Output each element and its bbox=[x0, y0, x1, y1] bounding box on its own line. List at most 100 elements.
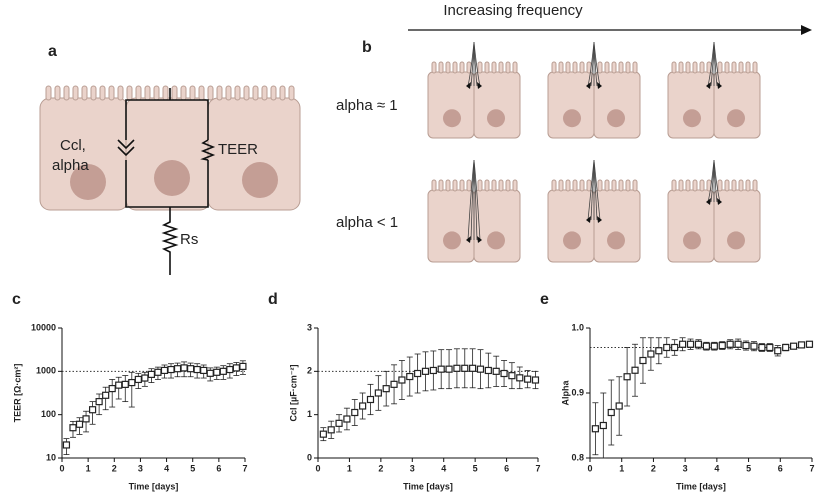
data-point bbox=[121, 380, 129, 388]
microvillus bbox=[54, 85, 61, 101]
x-tick-label: 7 bbox=[242, 463, 247, 473]
nucleus bbox=[487, 231, 505, 250]
data-point bbox=[147, 370, 156, 378]
x-tick-label: 2 bbox=[651, 463, 656, 473]
x-tick-label: 5 bbox=[473, 463, 478, 473]
data-point bbox=[726, 340, 734, 348]
microvillus bbox=[586, 179, 592, 192]
x-tick-label: 5 bbox=[746, 463, 751, 473]
data-point bbox=[615, 402, 623, 410]
microvillus bbox=[153, 85, 160, 101]
frequency-label: Increasing frequency bbox=[443, 2, 583, 19]
data-point bbox=[694, 340, 703, 348]
x-tick-label: 4 bbox=[714, 463, 719, 473]
microvillus bbox=[558, 179, 564, 192]
row-label: alpha < 1 bbox=[336, 214, 398, 231]
microvillus bbox=[452, 179, 458, 192]
microvillus bbox=[135, 85, 142, 101]
microvillus bbox=[459, 61, 465, 74]
panel-letter: d bbox=[268, 291, 278, 308]
data-point bbox=[128, 378, 136, 387]
y-tick-label: 2 bbox=[307, 366, 312, 376]
data-point bbox=[115, 381, 123, 389]
nucleus bbox=[487, 109, 505, 128]
microvillus bbox=[477, 61, 483, 74]
panel-letter: e bbox=[540, 291, 549, 308]
microvillus bbox=[699, 179, 705, 192]
nucleus bbox=[70, 164, 106, 200]
y-tick-label: 10000 bbox=[31, 322, 56, 332]
x-tick-label: 3 bbox=[683, 463, 688, 473]
microvillus bbox=[144, 85, 151, 101]
arrow-head bbox=[706, 82, 711, 89]
microvillus bbox=[99, 85, 106, 101]
y-tick-label: 3 bbox=[307, 322, 312, 332]
nucleus bbox=[563, 231, 581, 250]
microvillus bbox=[738, 61, 744, 74]
nucleus bbox=[683, 231, 701, 250]
data-point bbox=[631, 366, 639, 374]
microvillus bbox=[491, 179, 497, 192]
x-tick-label: 0 bbox=[587, 463, 592, 473]
microvillus bbox=[189, 85, 196, 101]
microvillus bbox=[618, 179, 624, 192]
data-point bbox=[141, 374, 149, 382]
microvillus bbox=[738, 179, 744, 192]
field-line bbox=[593, 159, 601, 221]
data-point bbox=[453, 364, 461, 372]
microvillus bbox=[699, 61, 705, 74]
data-point bbox=[382, 385, 390, 393]
data-point bbox=[484, 366, 492, 375]
microvillus bbox=[498, 61, 504, 74]
field-line bbox=[713, 41, 721, 87]
data-point bbox=[524, 375, 532, 383]
microvillus bbox=[731, 61, 737, 74]
nucleus bbox=[563, 109, 581, 128]
nucleus bbox=[683, 109, 701, 128]
microvillus bbox=[692, 179, 698, 192]
arrow-head bbox=[801, 25, 812, 35]
data-point bbox=[437, 365, 445, 373]
microvillus bbox=[108, 85, 115, 101]
data-point bbox=[774, 347, 782, 355]
microvillus bbox=[717, 61, 723, 74]
circuit bbox=[117, 88, 216, 275]
panel-letter: b bbox=[362, 39, 372, 56]
data-point bbox=[319, 430, 327, 438]
y-tick-label: 1000 bbox=[36, 366, 56, 376]
data-point bbox=[607, 408, 615, 417]
field-line bbox=[593, 41, 601, 87]
cells-a bbox=[39, 85, 301, 211]
data-point bbox=[429, 366, 437, 375]
microvillus bbox=[63, 85, 70, 101]
microvillus bbox=[731, 179, 737, 192]
microvillus bbox=[438, 61, 444, 74]
x-tick-label: 6 bbox=[504, 463, 509, 473]
microvillus bbox=[81, 85, 88, 101]
microvillus bbox=[117, 85, 124, 101]
cell bbox=[547, 71, 595, 139]
microvillus bbox=[625, 61, 631, 74]
microvillus bbox=[452, 61, 458, 74]
data-point bbox=[62, 441, 71, 449]
x-tick-label: 6 bbox=[216, 463, 221, 473]
data-point bbox=[327, 426, 335, 434]
data-point bbox=[351, 408, 359, 417]
field-line bbox=[473, 159, 481, 241]
nucleus bbox=[443, 231, 461, 250]
microvillus bbox=[431, 179, 437, 192]
data-point bbox=[655, 347, 663, 355]
data-point bbox=[647, 350, 655, 358]
data-point bbox=[710, 342, 718, 350]
data-point bbox=[663, 343, 671, 352]
microvillus bbox=[198, 85, 205, 101]
x-tick-label: 7 bbox=[535, 463, 540, 473]
microvillus bbox=[671, 61, 677, 74]
cell bbox=[667, 71, 715, 139]
cell bbox=[593, 189, 641, 263]
microvillus bbox=[565, 61, 571, 74]
data-point bbox=[734, 340, 742, 348]
cell bbox=[667, 189, 715, 263]
arrow-head bbox=[477, 82, 482, 89]
